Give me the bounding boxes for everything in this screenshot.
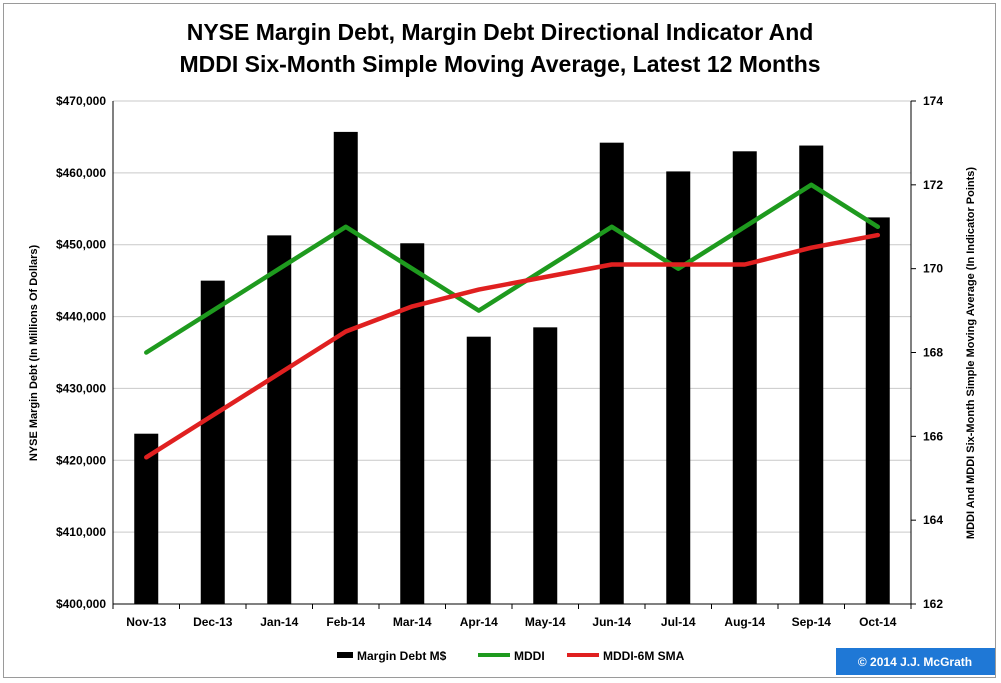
y-left-tick-label: $400,000	[56, 597, 106, 611]
x-tick-label: May-14	[525, 615, 566, 629]
y-axis-right-label: MDDI And MDDI Six-Month Simple Moving Av…	[965, 167, 977, 540]
y-right-tick-label: 166	[923, 429, 943, 443]
bar-margin-debt	[200, 280, 225, 604]
bar-margin-debt	[333, 131, 358, 605]
credit-text: © 2014 J.J. McGrath	[858, 655, 972, 669]
chart-title-line-2: MDDI Six-Month Simple Moving Average, La…	[179, 51, 820, 77]
bar-margin-debt	[533, 327, 558, 604]
x-tick-label: Oct-14	[859, 615, 897, 629]
x-tick-label: Apr-14	[460, 615, 498, 629]
y-axis-left-label: NYSE Margin Debt (In Millions Of Dollars…	[28, 244, 40, 461]
x-tick-label: Nov-13	[126, 615, 166, 629]
bars	[134, 131, 890, 605]
series-line-mddi-6m-sma	[144, 232, 881, 460]
y-left-tick-label: $430,000	[56, 381, 106, 395]
series-lines	[144, 182, 881, 460]
bar-margin-debt	[799, 145, 824, 604]
y-left-tick-label: $460,000	[56, 166, 106, 180]
legend-swatch-margin-debt	[337, 652, 353, 658]
x-tick-label: Jul-14	[661, 615, 696, 629]
bar-margin-debt	[400, 243, 425, 604]
bar-margin-debt	[599, 142, 624, 605]
series-line-mddi	[144, 182, 881, 355]
y-right-tick-label: 168	[923, 346, 943, 360]
y-right-tick-label: 174	[923, 94, 943, 108]
legend-label-mddi-sma: MDDI-6M SMA	[603, 649, 685, 663]
y-right-tick-label: 162	[923, 597, 943, 611]
credit-badge	[836, 648, 995, 675]
tick-labels: $400,000 $410,000 $420,000 $430,000 $440,000…	[56, 94, 943, 629]
chart-title-line-1: NYSE Margin Debt, Margin Debt Directiona…	[187, 19, 814, 45]
bar-margin-debt	[134, 433, 159, 604]
bar-margin-debt	[666, 171, 691, 605]
x-tick-label: Sep-14	[792, 615, 832, 629]
x-tick-label: Mar-14	[393, 615, 432, 629]
legend-label-mddi: MDDI	[514, 649, 545, 663]
x-tick-label: Jan-14	[260, 615, 298, 629]
bar-margin-debt	[267, 235, 292, 604]
y-left-tick-label: $440,000	[56, 310, 106, 324]
legend: Margin Debt M$ MDDI MDDI-6M SMA	[337, 649, 685, 663]
y-left-tick-label: $470,000	[56, 94, 106, 108]
chart-frame	[3, 3, 996, 678]
y-left-tick-label: $450,000	[56, 238, 106, 252]
gridlines	[113, 100, 911, 605]
x-tick-label: Aug-14	[724, 615, 765, 629]
y-left-tick-label: $420,000	[56, 453, 106, 467]
legend-label-margin-debt: Margin Debt M$	[357, 649, 447, 663]
y-right-tick-label: 172	[923, 178, 943, 192]
y-right-tick-label: 164	[923, 513, 943, 527]
y-left-tick-label: $410,000	[56, 525, 106, 539]
bar-margin-debt	[865, 217, 890, 604]
axes	[112, 100, 916, 609]
x-tick-label: Jun-14	[592, 615, 631, 629]
bar-margin-debt	[466, 336, 491, 604]
x-tick-label: Feb-14	[326, 615, 365, 629]
y-right-tick-label: 170	[923, 262, 943, 276]
x-tick-label: Dec-13	[193, 615, 233, 629]
